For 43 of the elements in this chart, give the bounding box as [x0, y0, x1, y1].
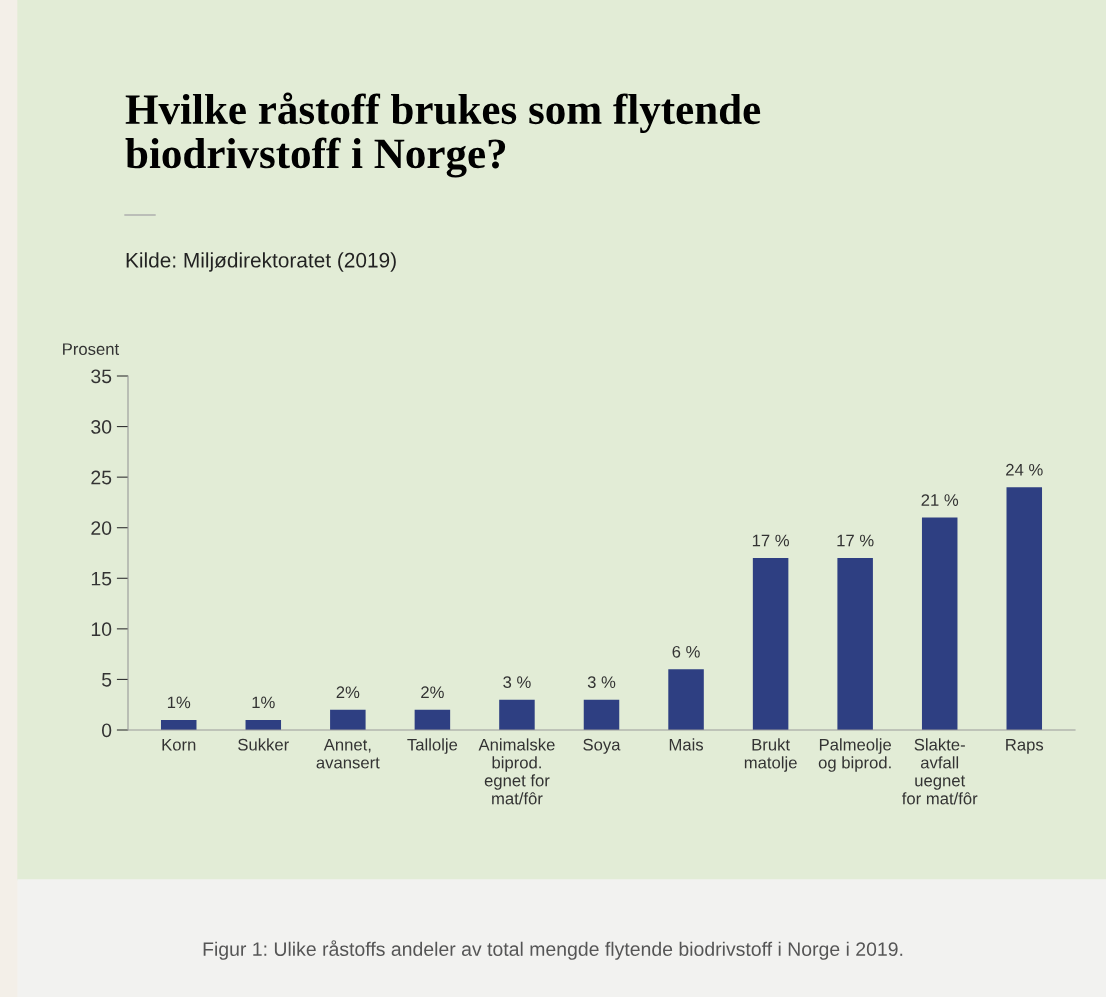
y-tick-label: 20	[91, 521, 112, 535]
y-tick-label: 25	[91, 470, 112, 485]
y-tick-label: 35	[91, 369, 112, 384]
x-tick-label: Palmeolje og biprod.	[818, 738, 892, 772]
chart-subtitle: Kilde: Miljødirektoratet (2019)	[126, 252, 396, 272]
x-tick-label: Raps	[1006, 738, 1044, 754]
x-tick-label: Mais	[669, 738, 704, 751]
bar	[668, 669, 704, 730]
bar	[1006, 487, 1043, 730]
bar	[752, 558, 789, 730]
data-label: 17 %	[752, 534, 790, 547]
data-label: 17 %	[837, 534, 874, 547]
bar	[921, 517, 958, 730]
x-tick-label: Animalske biprod. egnet for mat/fôr	[478, 738, 555, 805]
x-tick-label: Korn	[162, 738, 196, 751]
bar	[330, 709, 366, 730]
x-tick-label: Soya	[583, 738, 621, 754]
data-label: 2%	[336, 686, 360, 699]
data-label: 3 %	[503, 676, 531, 689]
x-tick-label: Slakte- avfall uegnet for mat/fôr	[901, 738, 978, 805]
y-tick-label: 30	[91, 420, 112, 434]
y-tick-label: 10	[91, 622, 112, 637]
y-tick-label: 5	[101, 673, 112, 687]
y-tick-label: 0	[101, 723, 112, 738]
data-label: 1%	[252, 696, 275, 709]
x-tick-label: Tallolje	[407, 738, 458, 754]
text: Figur 1: Ulike råstoffs andeler av total mengde flytende biodrivstoff i Norge i 2019.	[203, 940, 903, 960]
y-axis-title: Prosent	[63, 343, 120, 356]
x-tick-label: Brukt matolje	[744, 738, 797, 772]
x-tick-label: Annet, avansert	[316, 738, 380, 769]
data-label: 2%	[421, 686, 444, 699]
bar	[414, 709, 451, 730]
bar	[499, 699, 535, 730]
data-label: 6 %	[672, 645, 700, 658]
chart-title: Hvilke råstoff brukes som flytende biodrivstoff i Norge?	[125, 92, 761, 178]
x-tick-label: Sukker	[238, 738, 289, 751]
data-label: 1%	[167, 696, 191, 709]
data-label: 3 %	[587, 676, 616, 689]
data-label: 21 %	[921, 494, 959, 506]
bar	[583, 699, 620, 730]
bar	[837, 558, 873, 730]
y-tick-label: 15	[91, 571, 112, 586]
data-label: 24 %	[1006, 463, 1043, 476]
